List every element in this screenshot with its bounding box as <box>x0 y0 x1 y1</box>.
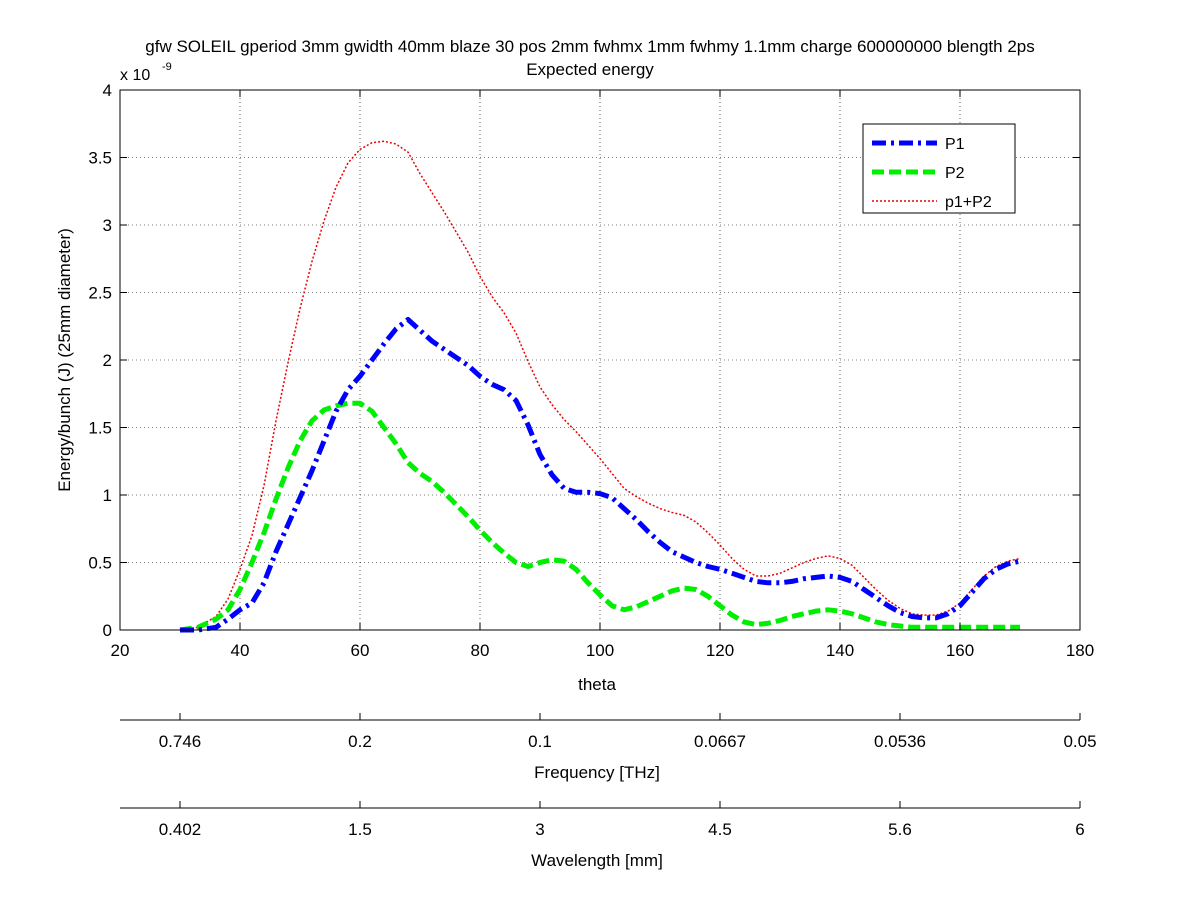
frequency-tick-label: 0.1 <box>528 732 552 751</box>
y-tick-label: 1 <box>103 486 112 505</box>
y-tick-label: 3.5 <box>88 149 112 168</box>
y-tick-label: 0 <box>103 621 112 640</box>
chart-title: gfw SOLEIL gperiod 3mm gwidth 40mm blaze… <box>145 37 1034 56</box>
series-line-1 <box>179 400 1020 633</box>
wavelength-tick-label: 4.5 <box>708 820 732 839</box>
wavelength-tick-label: 5.6 <box>888 820 912 839</box>
frequency-axis: 0.746 0.2 0.1 0.0667 0.0536 0.05 Frequency [T… <box>120 713 1097 782</box>
y-tick-label: 0.5 <box>88 554 112 573</box>
legend-label-p2: P2 <box>945 165 965 182</box>
frequency-tick-label: 0.746 <box>159 732 202 751</box>
y-tick-label: 2 <box>103 351 112 370</box>
frequency-tick-label: 0.0667 <box>694 732 746 751</box>
frequency-tick-label: 0.0536 <box>874 732 926 751</box>
wavelength-axis-ticks: 0.402 1.5 3 4.5 5.6 6 <box>159 801 1085 839</box>
frequency-axis-label: Frequency [THz] <box>534 763 660 782</box>
y-tick-label: 2.5 <box>88 284 112 303</box>
x-tick-label: 140 <box>826 641 854 660</box>
chart-subtitle: Expected energy <box>526 60 654 79</box>
series-layer <box>179 140 1021 633</box>
frequency-tick-label: 0.2 <box>348 732 372 751</box>
legend: P1 P2 p1+P2 <box>862 123 1016 214</box>
x-tick-label: 160 <box>946 641 974 660</box>
x-tick-label: 120 <box>706 641 734 660</box>
y-tick-label: 3 <box>103 216 112 235</box>
y-tick-label: 4 <box>103 81 112 100</box>
y-scale-exponent: -9 <box>162 61 172 73</box>
x-tick-label: 20 <box>111 641 130 660</box>
wavelength-tick-label: 1.5 <box>348 820 372 839</box>
frequency-tick-label: 0.05 <box>1063 732 1096 751</box>
wavelength-tick-label: 3 <box>535 820 544 839</box>
axis-ticks: 20 40 60 80 100 120 140 160 180 0 0.5 1 1.5 2 2.5 3 3.5 4 <box>88 81 1094 660</box>
x-tick-label: 60 <box>351 641 370 660</box>
y-scale-base: x 10 <box>120 67 150 84</box>
wavelength-tick-label: 0.402 <box>159 820 202 839</box>
x-axis-label: theta <box>578 675 616 694</box>
x-tick-label: 80 <box>471 641 490 660</box>
series-line-0 <box>180 317 1021 633</box>
wavelength-axis-label: Wavelength [mm] <box>531 851 663 870</box>
legend-box <box>862 123 1016 214</box>
series-line-2 <box>179 140 1021 631</box>
legend-label-sum: p1+P2 <box>945 194 992 211</box>
wavelength-tick-label: 6 <box>1075 820 1084 839</box>
wavelength-axis: 0.402 1.5 3 4.5 5.6 6 Wavelength [mm] <box>120 801 1085 870</box>
x-tick-label: 180 <box>1066 641 1094 660</box>
legend-label-p1: P1 <box>945 136 965 153</box>
frequency-axis-ticks: 0.746 0.2 0.1 0.0667 0.0536 0.05 <box>159 713 1097 751</box>
x-tick-label: 100 <box>586 641 614 660</box>
y-tick-label: 1.5 <box>88 419 112 438</box>
y-axis-label: Energy/bunch (J) (25mm diameter) <box>55 228 74 492</box>
x-tick-label: 40 <box>231 641 250 660</box>
